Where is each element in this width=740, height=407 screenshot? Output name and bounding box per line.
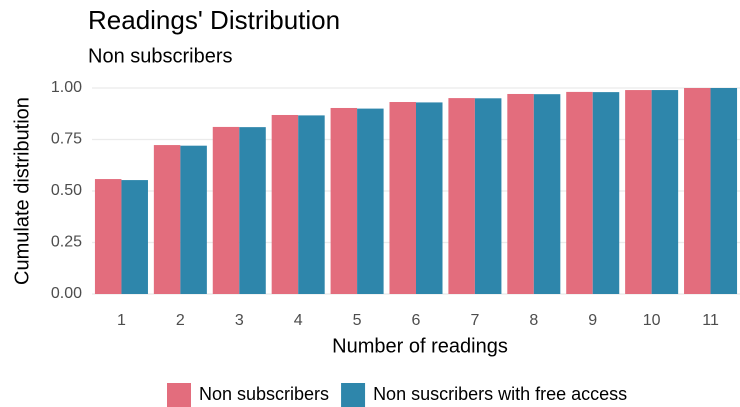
legend-label: Non suscribers with free access (373, 384, 627, 404)
y-axis-label: Cumulate distribution (11, 97, 33, 285)
chart-title: Readings' Distribution (88, 5, 340, 35)
x-tick-label: 6 (412, 312, 421, 329)
y-tick-label: 0.50 (51, 182, 82, 199)
y-tick-label: 1.00 (51, 79, 82, 96)
x-tick-label: 1 (117, 312, 126, 329)
bar (533, 94, 561, 295)
bar (416, 102, 443, 294)
bar (121, 180, 148, 294)
bar (153, 145, 181, 294)
x-tick-label: 3 (235, 312, 244, 329)
x-tick-label: 4 (294, 312, 303, 329)
x-tick-label: 9 (588, 312, 597, 329)
bar (474, 98, 502, 294)
bar (448, 98, 475, 295)
x-tick-label: 10 (643, 312, 661, 329)
bar (271, 114, 299, 295)
bar (684, 88, 711, 294)
bar (507, 93, 534, 294)
legend-swatch (167, 383, 191, 407)
bar (389, 102, 416, 295)
x-tick-label: 11 (702, 312, 719, 329)
bar (592, 92, 620, 295)
bar (94, 179, 122, 294)
bar (357, 108, 384, 294)
chart-subtitle: Non subscribers (88, 45, 233, 67)
bar (298, 115, 325, 294)
legend-swatch (341, 383, 366, 407)
bar (330, 107, 358, 295)
bar (212, 126, 240, 295)
x-tick-label: 7 (470, 312, 479, 329)
bar (239, 127, 266, 294)
y-tick-label: 0.25 (51, 234, 82, 251)
x-tick-label: 2 (176, 312, 185, 329)
bar (180, 145, 207, 294)
x-tick-label: 8 (529, 312, 538, 329)
y-tick-label: 0.75 (51, 131, 82, 148)
bar (651, 90, 679, 294)
x-tick-label: 5 (353, 312, 362, 329)
legend-label: Non subscribers (199, 384, 329, 404)
bar (625, 90, 652, 294)
bar (710, 88, 738, 294)
y-tick-label: 0.00 (51, 285, 82, 302)
bar (566, 91, 593, 294)
x-axis-label: Number of readings (332, 335, 508, 357)
